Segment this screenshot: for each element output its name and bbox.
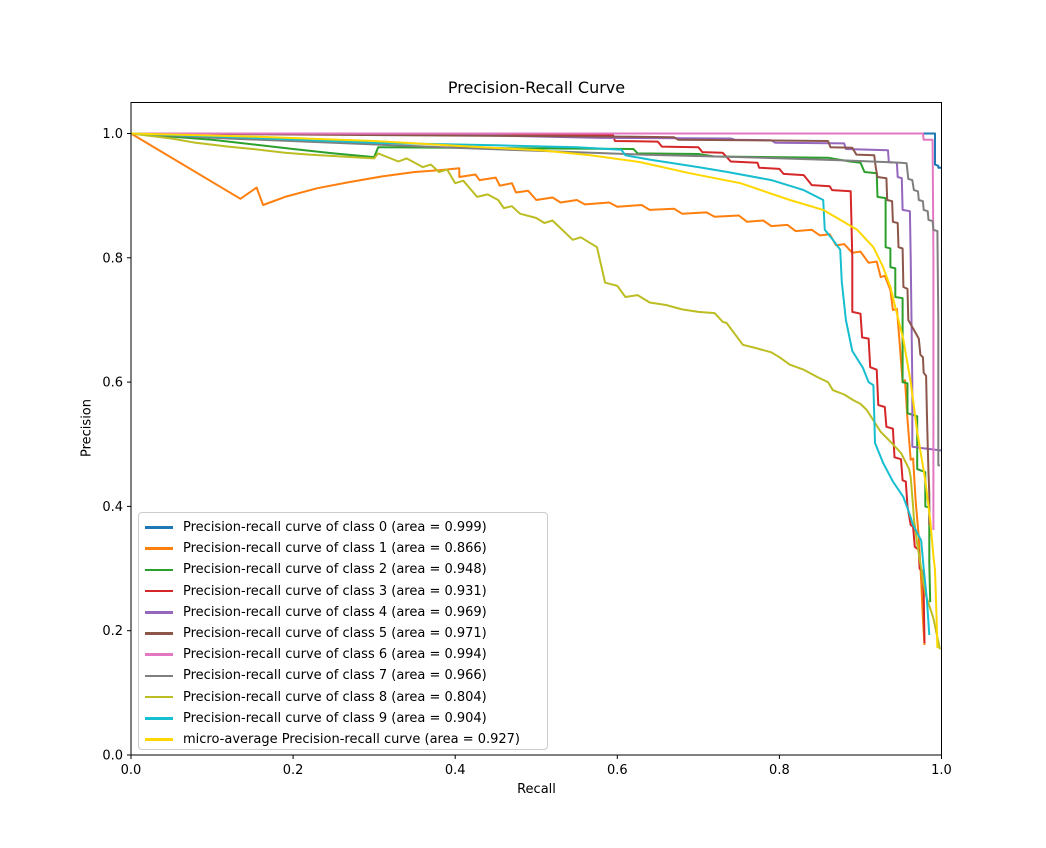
x-tick-label: 0.2 [283,763,304,778]
legend-line-swatch [145,526,173,529]
legend-entry-label: Precision-recall curve of class 6 (area … [183,647,487,663]
legend-entry: Precision-recall curve of class 4 (area … [145,602,541,623]
legend-entry-label: Precision-recall curve of class 1 (area … [183,541,487,557]
y-tick-label: 0.0 [102,749,123,764]
x-tick-label: 0.4 [445,763,466,778]
legend-entry: Precision-recall curve of class 2 (area … [145,559,541,580]
legend-entry: Precision-recall curve of class 3 (area … [145,581,541,602]
legend-line-swatch [145,653,173,657]
pr-curve-class-1 [130,132,926,646]
legend-line-swatch [145,674,173,678]
legend-entry: Precision-recall curve of class 1 (area … [145,538,541,559]
legend-line-swatch [145,547,173,551]
y-axis-label: Precision [79,398,95,458]
legend-entry-label: Precision-recall curve of class 9 (area … [183,710,487,726]
y-tick-label: 0.6 [102,376,123,391]
legend-entry: Precision-recall curve of class 5 (area … [145,623,541,644]
y-tick-label: 1.0 [102,127,123,142]
legend-line-swatch [145,695,173,699]
legend-entry-label: Precision-recall curve of class 2 (area … [183,562,487,578]
pr-curve-class-5 [130,132,931,525]
legend-line-swatch [145,632,173,635]
axes-spines [130,102,942,756]
legend-entry-label: Precision-recall curve of class 5 (area … [183,626,487,642]
pr-curve-class-3 [130,132,926,644]
legend-entry-label: micro-average Precision-recall curve (ar… [183,731,521,747]
x-axis-label: Recall [517,782,556,797]
x-tick-label: 0.0 [121,763,142,778]
legend-entry-label: Precision-recall curve of class 8 (area … [183,689,487,705]
y-tick-label: 0.8 [102,251,123,266]
legend-entry: micro-average Precision-recall curve (ar… [145,729,541,750]
x-tick-label: 0.6 [607,763,628,778]
legend-line-swatch [145,589,173,593]
y-tick-label: 0.4 [102,500,123,515]
y-tick-label: 0.2 [102,624,123,639]
pr-curve-class-9 [130,132,931,636]
legend-line-swatch [145,738,173,741]
pr-curve-class-4 [130,132,942,452]
legend-entry: Precision-recall curve of class 7 (area … [145,665,541,686]
legend-entry-label: Precision-recall curve of class 4 (area … [183,604,487,620]
legend-entry: Precision-recall curve of class 9 (area … [145,708,541,729]
legend-entry: Precision-recall curve of class 8 (area … [145,687,541,708]
pr-curve-class-6 [131,132,935,530]
x-tick-label: 0.8 [769,763,790,778]
legend-line-swatch [145,611,173,614]
legend-entry-label: Precision-recall curve of class 0 (area … [183,520,487,536]
legend-entry: Precision-recall curve of class 0 (area … [145,517,541,538]
legend-entry-label: Precision-recall curve of class 7 (area … [183,668,487,684]
chart-title: Precision-Recall Curve [447,78,626,97]
legend-entry: Precision-recall curve of class 6 (area … [145,644,541,665]
legend-entry-label: Precision-recall curve of class 3 (area … [183,583,487,599]
x-tick-label: 1.0 [931,763,952,778]
pr-curve-micro-average [130,132,939,649]
pr-curve-class-8 [130,132,941,650]
pr-curve-class-0 [131,132,942,169]
legend-line-swatch [145,568,173,572]
pr-curve-class-7 [130,132,940,467]
legend-line-swatch [145,716,173,720]
legend: Precision-recall curve of class 0 (area … [138,512,548,750]
